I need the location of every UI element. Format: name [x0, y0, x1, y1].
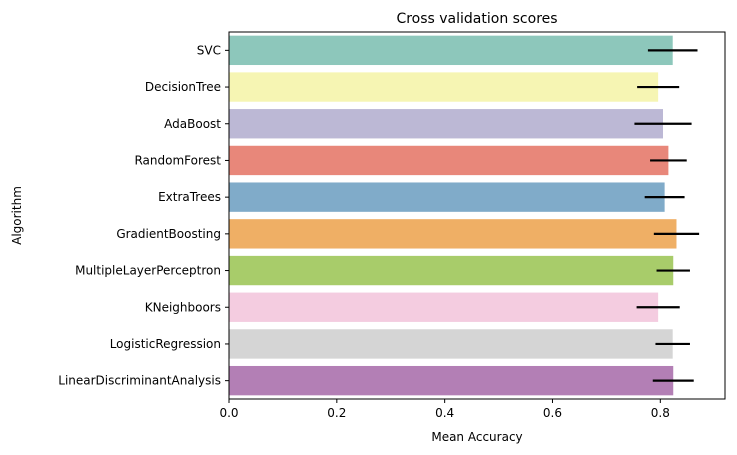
- y-tick-label-0: SVC: [197, 43, 221, 57]
- bar-8: [229, 329, 673, 359]
- x-tick-label-2: 0.4: [435, 406, 454, 420]
- y-tick-label-7: KNeighboors: [145, 300, 221, 314]
- bar-3: [229, 145, 669, 176]
- x-tick-group: 0.0 0.2 0.4 0.6 0.8: [219, 399, 670, 420]
- bar-1: [229, 72, 659, 102]
- chart-title: Cross validation scores: [396, 11, 557, 27]
- x-tick-label-0: 0.0: [219, 406, 238, 420]
- bar-4: [229, 182, 665, 212]
- bar-6: [229, 255, 674, 286]
- bar-5: [229, 219, 677, 249]
- y-tick-label-4: ExtraTrees: [158, 190, 221, 204]
- x-tick-label-4: 0.8: [651, 406, 670, 420]
- bar-7: [229, 292, 659, 322]
- y-tick-label-6: MultipleLayerPerceptron: [75, 264, 221, 278]
- y-tick-label-2: AdaBoost: [164, 117, 221, 131]
- x-tick-label-1: 0.2: [327, 406, 346, 420]
- bar-2: [229, 109, 663, 139]
- bar-0: [229, 35, 673, 66]
- bar-group: [229, 35, 677, 396]
- x-axis-label: Mean Accuracy: [431, 430, 522, 444]
- plot-frame: [228, 31, 726, 400]
- x-tick-label-3: 0.6: [543, 406, 562, 420]
- y-tick-label-3: RandomForest: [134, 153, 221, 167]
- y-tick-label-8: LogisticRegression: [110, 337, 221, 351]
- y-tick-group: SVC DecisionTree AdaBoost RandomForest Extra…: [58, 43, 229, 388]
- error-bar-group: [634, 49, 700, 382]
- y-tick-label-5: GradientBoosting: [116, 227, 221, 241]
- bar-9: [229, 365, 674, 396]
- y-axis-label: Algorithm: [10, 186, 24, 245]
- y-tick-label-1: DecisionTree: [145, 80, 221, 94]
- y-tick-label-9: LinearDiscriminantAnalysis: [58, 374, 221, 388]
